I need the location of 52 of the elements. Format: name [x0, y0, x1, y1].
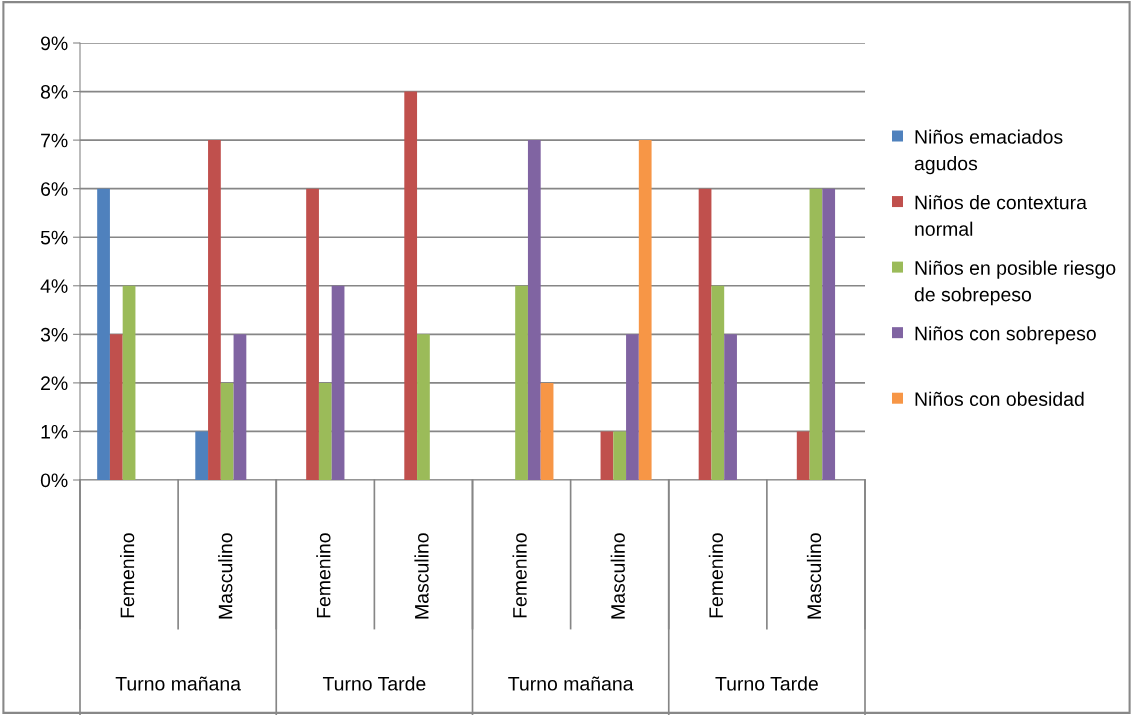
y-tick-label: 3% — [40, 327, 68, 342]
y-tick-label: 8% — [40, 85, 68, 99]
bar — [331, 285, 345, 480]
bar — [711, 285, 725, 480]
y-tick-label: 5% — [40, 230, 68, 245]
bar — [626, 334, 639, 480]
bar — [404, 91, 418, 480]
bar — [233, 334, 247, 480]
bar — [613, 431, 627, 480]
legend-label: Niños con sobrepeso — [915, 326, 1096, 345]
text: Turno mañana — [508, 676, 634, 691]
bar — [809, 188, 823, 480]
y-tick-label: 2% — [41, 376, 68, 391]
text: Turno Tarde — [715, 676, 818, 691]
text: Turno mañana — [115, 676, 241, 691]
bar — [195, 431, 209, 480]
bar — [109, 334, 123, 480]
bar — [600, 431, 614, 480]
x-tick-label: Masculino — [610, 533, 625, 619]
x-tick-label: Masculino — [414, 533, 429, 619]
x-tick-label: Femenino — [512, 533, 527, 618]
y-tick-label: 1% — [41, 425, 68, 439]
bar — [527, 140, 541, 480]
bar — [97, 188, 110, 480]
bar — [638, 140, 652, 480]
bar — [122, 285, 136, 480]
bar — [306, 188, 319, 480]
legend-label: Niños con obesidad — [915, 391, 1084, 406]
y-tick-label: 9% — [41, 36, 68, 51]
legend-label: Niños emaciados agudos — [914, 129, 1063, 175]
y-tick-label: 7% — [41, 133, 68, 148]
x-tick-label: Femenino — [120, 533, 135, 618]
x-tick-label: Femenino — [708, 533, 724, 618]
y-tick-label: 0% — [40, 473, 68, 488]
bar — [724, 334, 737, 480]
bar — [698, 188, 712, 480]
bar — [208, 140, 221, 480]
legend-label: Niños en posible riesgo de sobrepeso — [914, 260, 1116, 306]
x-tick-label: Masculino — [806, 533, 822, 619]
x-tick-label: Masculino — [218, 533, 233, 619]
bar — [515, 285, 528, 480]
bar — [318, 382, 332, 480]
bar — [220, 382, 234, 480]
bar — [417, 334, 430, 480]
y-tick-label: 6% — [41, 182, 68, 196]
legend-label: Niños de contextura normal — [915, 195, 1087, 236]
text: Turno Tarde — [322, 676, 426, 691]
bar — [540, 382, 554, 480]
x-tick-label: Femenino — [316, 533, 331, 618]
y-tick-label: 4% — [40, 279, 68, 293]
bar — [822, 188, 836, 480]
bar — [796, 431, 810, 480]
